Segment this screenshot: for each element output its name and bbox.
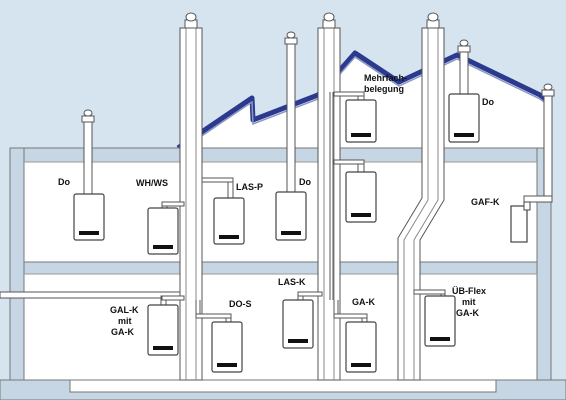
- foundation-inner: [69, 379, 497, 393]
- boiler-do-s: [211, 321, 243, 373]
- boiler-do-right: [448, 93, 480, 143]
- connector-fill: [161, 91, 446, 319]
- boiler-gal-k: [147, 304, 179, 356]
- boiler-ueb-flex: [424, 295, 456, 347]
- floor-band-middle: [9, 261, 552, 275]
- label-gal-k-line2: mit: [118, 316, 132, 326]
- flue-pipe-do-center: [284, 31, 298, 193]
- left-wall: [9, 147, 25, 381]
- label-do-right: Do: [482, 97, 494, 107]
- chimney-shaft-1: [179, 12, 203, 381]
- label-do-left: Do: [58, 177, 70, 187]
- boiler-gaf-k: [510, 201, 531, 243]
- boiler-mehrfach-bottom: [345, 171, 377, 223]
- boiler-ga-k: [345, 321, 377, 373]
- label-ueb-flex-line1: ÜB-Flex: [452, 286, 486, 296]
- label-do-center: Do: [299, 177, 311, 187]
- chimney-shaft-3: [397, 12, 445, 381]
- boiler-las-k: [282, 299, 314, 349]
- boiler-do-center: [275, 191, 307, 241]
- boiler-do-left: [73, 193, 105, 241]
- flue-pipe-do-left: [81, 109, 95, 195]
- label-mehrfach-line1: Mehrfach-: [364, 73, 407, 83]
- label-gal-k-line1: GAL-K: [110, 305, 139, 315]
- label-wh-ws: WH/WS: [136, 178, 168, 188]
- boiler-wh-ws: [147, 207, 179, 255]
- roof-line-shadow: [177, 56, 552, 153]
- flue-pipe-gaf-k: [523, 83, 555, 203]
- boiler-las-p: [213, 197, 245, 245]
- label-mehrfach-line2: belegung: [364, 84, 404, 94]
- label-las-p: LAS-P: [236, 182, 263, 192]
- label-las-k: LAS-K: [278, 277, 306, 287]
- label-ga-k: GA-K: [352, 297, 375, 307]
- label-gaf-k: GAF-K: [471, 197, 500, 207]
- boiler-mehrfach-top: [345, 99, 377, 143]
- label-ueb-flex-line2: mit: [462, 297, 476, 307]
- chimney-shaft-2: [317, 12, 341, 381]
- flue-pipe-do-right: [457, 39, 471, 95]
- label-gal-k-line3: GA-K: [111, 327, 134, 337]
- label-ueb-flex-line3: GA-K: [456, 308, 479, 318]
- label-do-s: DO-S: [229, 299, 252, 309]
